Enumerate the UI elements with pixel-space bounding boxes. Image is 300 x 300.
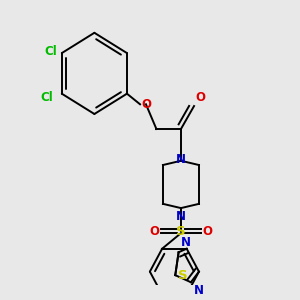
Text: O: O [202,224,212,238]
Text: O: O [142,98,152,111]
Text: S: S [178,269,188,282]
Text: N: N [194,284,203,297]
Text: S: S [176,224,186,238]
Text: O: O [196,91,206,104]
Text: N: N [176,210,186,223]
Text: N: N [181,236,191,249]
Text: N: N [176,153,186,166]
Text: O: O [150,224,160,238]
Text: Cl: Cl [44,45,57,58]
Text: Cl: Cl [41,91,54,104]
